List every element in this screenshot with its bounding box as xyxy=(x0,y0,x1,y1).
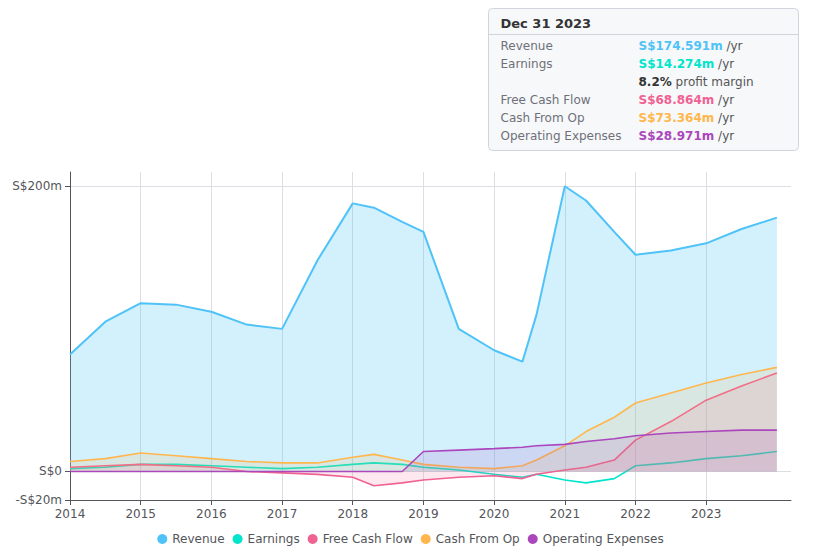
svg-text:Free Cash Flow: Free Cash Flow xyxy=(501,93,591,107)
svg-text:2014: 2014 xyxy=(55,507,86,521)
svg-text:/yr: /yr xyxy=(714,129,734,143)
svg-text:2023: 2023 xyxy=(691,507,722,521)
svg-text:Cash From Op: Cash From Op xyxy=(436,532,520,546)
svg-text:S$200m: S$200m xyxy=(12,179,62,193)
svg-text:/yr: /yr xyxy=(723,39,743,53)
svg-text:Operating Expenses: Operating Expenses xyxy=(501,129,622,143)
svg-text:8.2%: 8.2% xyxy=(639,75,672,89)
svg-text:2021: 2021 xyxy=(550,507,581,521)
svg-text:2018: 2018 xyxy=(337,507,368,521)
svg-text:2016: 2016 xyxy=(196,507,227,521)
svg-text:/yr: /yr xyxy=(714,57,734,71)
svg-text:Cash From Op: Cash From Op xyxy=(501,111,585,125)
svg-text:Dec 31 2023: Dec 31 2023 xyxy=(501,16,592,31)
svg-text:2017: 2017 xyxy=(267,507,298,521)
svg-text:Earnings: Earnings xyxy=(501,57,553,71)
svg-text:Revenue: Revenue xyxy=(501,39,553,53)
svg-text:Earnings: Earnings xyxy=(248,532,300,546)
svg-text:S$28.971m: S$28.971m xyxy=(639,129,715,143)
svg-text:2019: 2019 xyxy=(408,507,439,521)
svg-text:/yr: /yr xyxy=(714,93,734,107)
svg-text:S$174.591m: S$174.591m xyxy=(639,39,723,53)
svg-text:Operating Expenses: Operating Expenses xyxy=(543,532,664,546)
svg-text:2020: 2020 xyxy=(479,507,510,521)
svg-text:S$14.274m: S$14.274m xyxy=(639,57,715,71)
svg-text:-S$20m: -S$20m xyxy=(15,493,62,507)
svg-text:2022: 2022 xyxy=(620,507,651,521)
svg-text:2015: 2015 xyxy=(125,507,156,521)
svg-text:S$73.364m: S$73.364m xyxy=(639,111,715,125)
svg-text:/yr: /yr xyxy=(714,111,734,125)
svg-text:Free Cash Flow: Free Cash Flow xyxy=(323,532,413,546)
svg-text:S$0: S$0 xyxy=(39,464,62,478)
svg-text:profit margin: profit margin xyxy=(672,75,754,89)
svg-text:Revenue: Revenue xyxy=(172,532,224,546)
svg-text:S$68.864m: S$68.864m xyxy=(639,93,715,107)
